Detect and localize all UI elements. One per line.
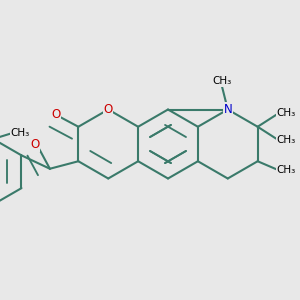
Text: CH₃: CH₃ [277, 135, 296, 145]
Text: CH₃: CH₃ [212, 76, 231, 86]
Text: O: O [51, 108, 61, 121]
Text: CH₃: CH₃ [11, 128, 30, 138]
Text: CH₃: CH₃ [277, 165, 296, 175]
Text: O: O [103, 103, 113, 116]
Text: N: N [224, 103, 232, 116]
Text: CH₃: CH₃ [277, 108, 296, 118]
Text: O: O [30, 138, 40, 151]
